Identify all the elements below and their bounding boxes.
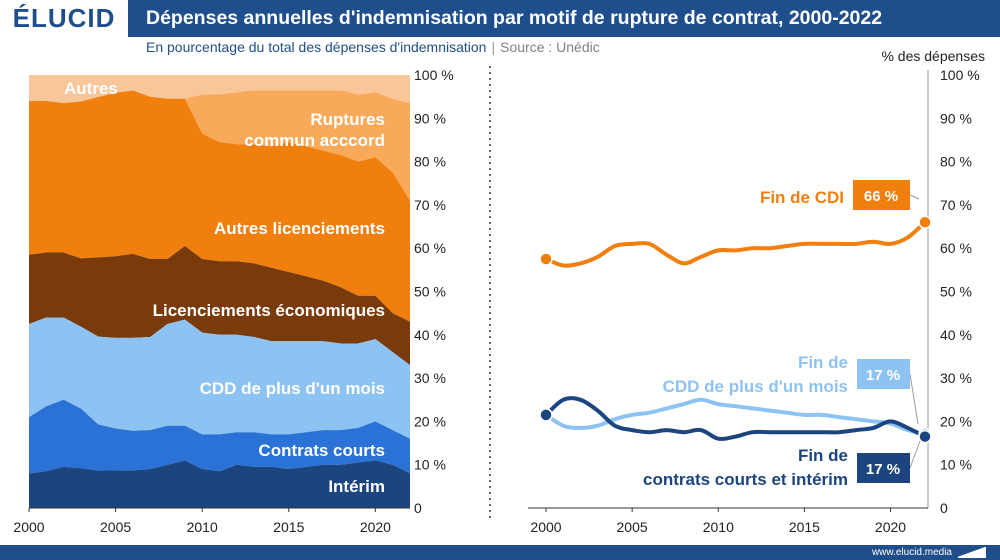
line-fin-contrats-courts-interim bbox=[544, 396, 927, 441]
left-y-tick: 30 % bbox=[414, 370, 446, 386]
right-y-tick: 20 % bbox=[940, 413, 972, 429]
label-fin-de-cdi: Fin de CDI bbox=[760, 188, 844, 207]
leader-fin-contrats-courts-interim bbox=[909, 440, 921, 469]
end-dot-fin-contrats-courts-interim bbox=[918, 429, 932, 444]
footer-logo-mark bbox=[958, 547, 986, 558]
left-y-tick: 60 % bbox=[414, 240, 446, 256]
left-y-tick: 20 % bbox=[414, 413, 446, 429]
right-x-tick-label: 2020 bbox=[875, 519, 906, 535]
area-label-ruptures-commun-accord: Ruptures commun acccord bbox=[244, 110, 385, 150]
left-y-tick: 100 % bbox=[414, 67, 454, 83]
right-y-tick: 50 % bbox=[940, 284, 972, 300]
value-fin-de-cdi: 66 % bbox=[864, 188, 898, 205]
area-label-interim: Intérim bbox=[328, 477, 385, 496]
value-box-fin-de-cdi bbox=[853, 180, 910, 210]
leader-fin-de-cdi bbox=[909, 194, 920, 200]
right-y-tick: 70 % bbox=[940, 197, 972, 213]
left-x-tick-label: 2020 bbox=[360, 519, 391, 535]
left-y-tick: 0 bbox=[414, 500, 422, 516]
right-y-tick: 0 bbox=[940, 500, 948, 516]
left-y-tick: 10 % bbox=[414, 457, 446, 473]
line-fin-de-cdi bbox=[544, 220, 927, 268]
right-x-tick-label: 2010 bbox=[703, 519, 734, 535]
left-y-tick: 40 % bbox=[414, 327, 446, 343]
area-label-contrats-courts: Contrats courts bbox=[258, 441, 385, 460]
value-fin-contrats-courts-interim: 17 % bbox=[866, 461, 900, 478]
right-y-tick: 60 % bbox=[940, 240, 972, 256]
source-text: Source : Unédic bbox=[500, 39, 600, 55]
subtitle-text: En pourcentage du total des dépenses d'i… bbox=[146, 39, 487, 55]
value-box-fin-contrats-courts-interim bbox=[857, 453, 910, 483]
subtitle: En pourcentage du total des dépenses d'i… bbox=[146, 39, 600, 55]
area-licenciements-economiques bbox=[29, 246, 410, 366]
line-chart: 0 10 % 20 % 30 % 40 % 50 % 60 % 70 % 80 % 90 % 100… bbox=[528, 67, 980, 535]
label-fin-de-cdd: Fin de CDD de plus d'un mois bbox=[663, 353, 848, 396]
right-y-tick: 100 % bbox=[940, 67, 980, 83]
chart-canvas: Intérim Contrats courts CDD de plus d'un m… bbox=[13, 48, 985, 535]
area-cdd-plus-un-mois bbox=[29, 317, 410, 439]
subtitle-separator: | bbox=[491, 39, 496, 55]
area-contrats-courts bbox=[29, 399, 410, 474]
right-x-tick-label: 2015 bbox=[789, 519, 820, 535]
end-dot-fin-de-cdi bbox=[918, 215, 932, 229]
right-y-tick: 90 % bbox=[940, 110, 972, 126]
right-y-axis-label: % des dépenses bbox=[881, 48, 985, 64]
footer-bar: www.elucid.media bbox=[0, 545, 1000, 560]
label-fin-contrats-courts-interim: Fin de contrats courts et intérim bbox=[643, 446, 848, 489]
start-dot-fin-contrats-courts-interim bbox=[539, 408, 553, 422]
right-x-tick-label: 2000 bbox=[530, 519, 561, 535]
page-title: Dépenses annuelles d'indemnisation par m… bbox=[146, 7, 883, 29]
area-autres bbox=[29, 75, 410, 104]
value-fin-de-cdd: 17 % bbox=[866, 367, 900, 384]
area-label-cdd-plus-un-mois: CDD de plus d'un mois bbox=[200, 379, 385, 398]
value-box-fin-de-cdd bbox=[857, 359, 910, 389]
footer-url[interactable]: www.elucid.media bbox=[871, 547, 952, 558]
left-x-tick-label: 2000 bbox=[13, 519, 44, 535]
right-y-tick: 30 % bbox=[940, 370, 972, 386]
left-y-tick: 80 % bbox=[414, 154, 446, 170]
area-label-autres-licenciements: Autres licenciements bbox=[214, 219, 385, 238]
right-x-tick-label: 2005 bbox=[617, 519, 648, 535]
header-bar: ÉLUCID Dépenses annuelles d'indemnisatio… bbox=[0, 0, 1000, 37]
area-label-autres: Autres bbox=[64, 79, 118, 98]
area-autres-licenciements bbox=[29, 90, 410, 322]
left-x-tick-label: 2005 bbox=[100, 519, 131, 535]
left-x-tick-label: 2015 bbox=[273, 519, 304, 535]
right-y-tick: 40 % bbox=[940, 327, 972, 343]
stacked-area-chart: Intérim Contrats courts CDD de plus d'un m… bbox=[13, 67, 453, 535]
start-dot-fin-de-cdi bbox=[539, 252, 553, 266]
right-y-tick: 10 % bbox=[940, 457, 972, 473]
area-label-licenciements-economiques: Licenciements économiques bbox=[153, 301, 385, 320]
left-x-tick-label: 2010 bbox=[187, 519, 218, 535]
leader-fin-de-cdd bbox=[909, 373, 919, 425]
elucid-logo[interactable]: ÉLUCID bbox=[0, 0, 128, 37]
area-ruptures-commun-accord bbox=[29, 90, 410, 201]
left-y-tick: 90 % bbox=[414, 110, 446, 126]
right-y-tick: 80 % bbox=[940, 154, 972, 170]
area-interim bbox=[29, 460, 410, 508]
left-y-tick: 50 % bbox=[414, 284, 446, 300]
left-y-tick: 70 % bbox=[414, 197, 446, 213]
